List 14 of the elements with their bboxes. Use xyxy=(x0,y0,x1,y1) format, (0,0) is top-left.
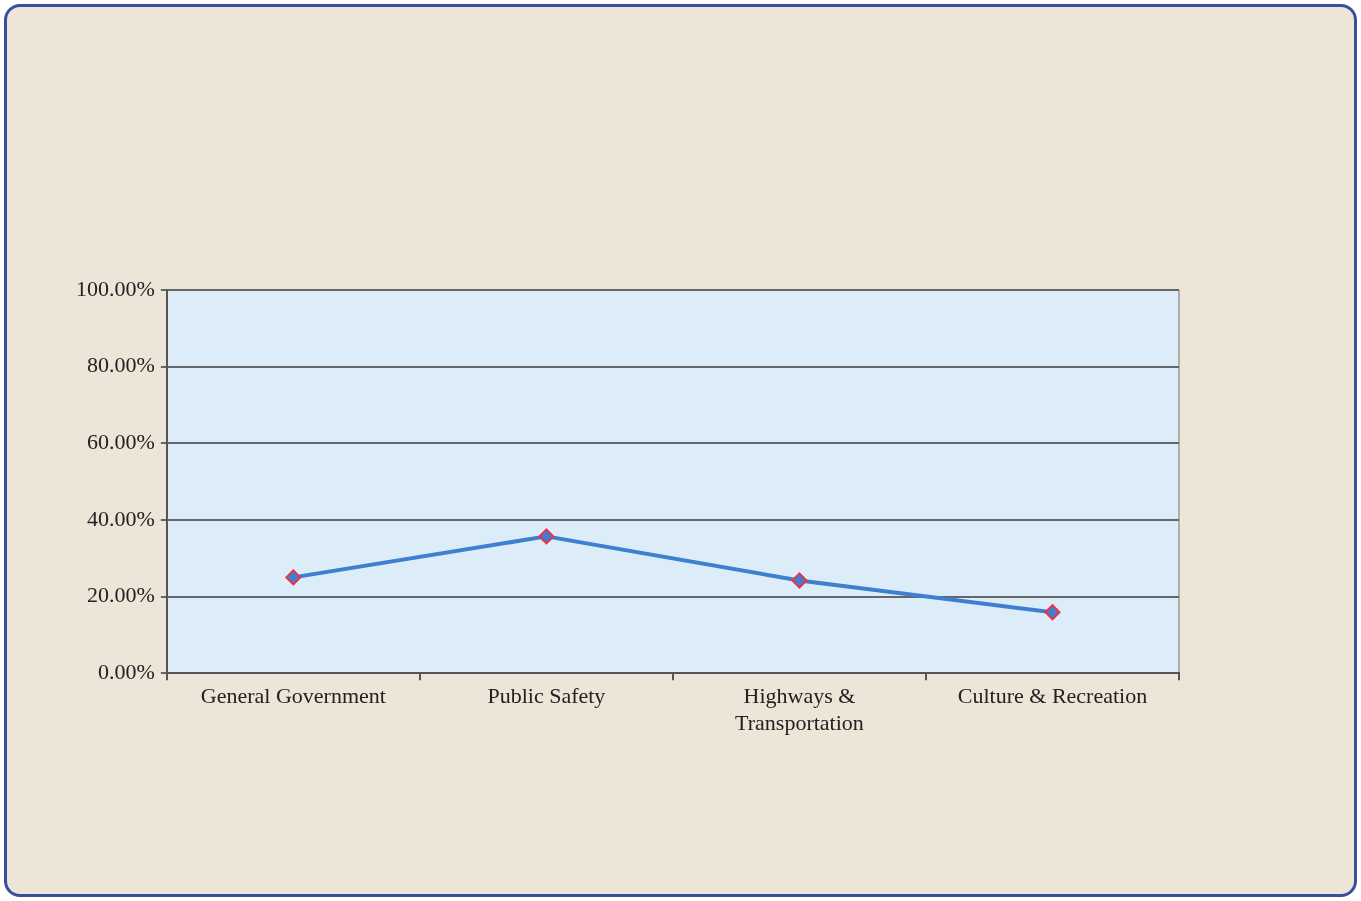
point xyxy=(538,528,555,545)
point xyxy=(285,569,302,586)
y-tick-label: 80.00% xyxy=(87,352,155,378)
x-tick-label: General Government xyxy=(200,683,386,709)
y-tick-label: 0.00% xyxy=(98,658,155,684)
y-tick-label: 40.00% xyxy=(87,505,155,531)
y-tick-label: 100.00% xyxy=(76,275,155,301)
point xyxy=(791,572,808,589)
x-tick-label: Public Safety xyxy=(487,683,606,709)
x-tick-label: Highways & Transportation xyxy=(735,683,864,735)
point xyxy=(1044,604,1061,621)
x-tick-label: Culture & Recreation xyxy=(957,683,1148,709)
y-tick-label: 20.00% xyxy=(87,582,155,608)
y-tick-label: 60.00% xyxy=(87,429,155,455)
